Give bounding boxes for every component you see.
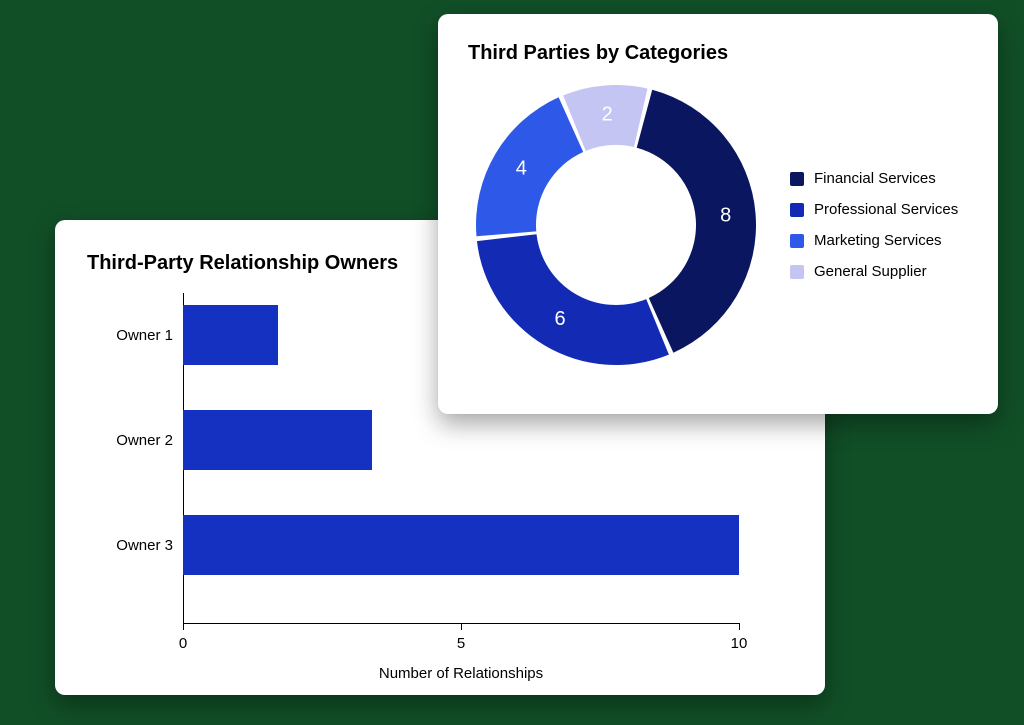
donut-slice [477, 234, 669, 365]
legend-swatch [790, 172, 804, 186]
bar-chart-x-tick [183, 623, 184, 630]
bar [183, 410, 372, 470]
bar-category-label: Owner 1 [95, 327, 183, 344]
donut-slice-value: 2 [602, 104, 613, 126]
bar-chart-x-axis-title: Number of Relationships [379, 665, 543, 682]
bar [183, 515, 739, 575]
donut-legend: Financial Services Professional Services M… [790, 170, 958, 280]
donut-slice [637, 90, 756, 353]
donut-slice-value: 8 [720, 204, 731, 226]
legend-swatch [790, 234, 804, 248]
donut-slice-value: 6 [554, 308, 565, 330]
legend-item: Marketing Services [790, 232, 958, 249]
bar-row: Owner 3 [95, 515, 785, 575]
legend-item: Financial Services [790, 170, 958, 187]
legend-item: General Supplier [790, 263, 958, 280]
bar-chart-x-tick-label: 5 [457, 635, 465, 652]
bar-chart-x-tick [739, 623, 740, 630]
bar-chart-x-tick-label: 10 [731, 635, 748, 652]
legend-swatch [790, 203, 804, 217]
legend-label: Professional Services [814, 201, 958, 218]
donut-chart-title: Third Parties by Categories [468, 42, 970, 65]
legend-swatch [790, 265, 804, 279]
donut-slice-value: 4 [516, 157, 527, 179]
legend-label: Marketing Services [814, 232, 942, 249]
bar-chart-x-tick [461, 623, 462, 630]
legend-label: Financial Services [814, 170, 936, 187]
bar-category-label: Owner 2 [95, 432, 183, 449]
donut-slice [476, 97, 583, 236]
donut-chart-plot: 8 6 4 2 [466, 75, 766, 375]
legend-item: Professional Services [790, 201, 958, 218]
bar-row: Owner 2 [95, 410, 785, 470]
bar [183, 305, 278, 365]
bar-chart-x-tick-label: 0 [179, 635, 187, 652]
bar-category-label: Owner 3 [95, 537, 183, 554]
donut-chart-card: Third Parties by Categories 8 6 4 2 Financi… [438, 14, 998, 414]
legend-label: General Supplier [814, 263, 927, 280]
